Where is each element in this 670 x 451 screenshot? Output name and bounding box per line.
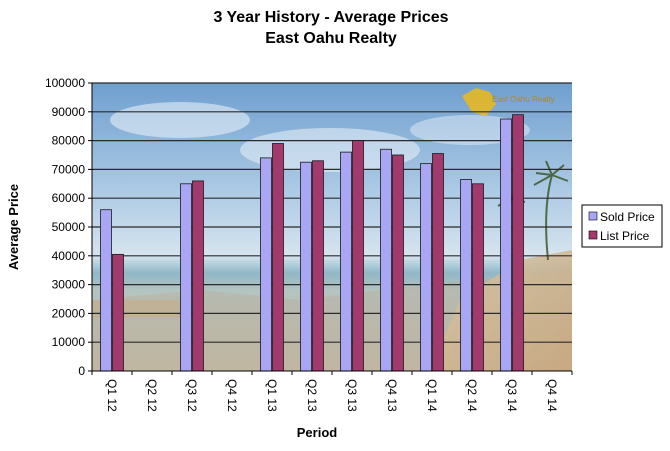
x-tick-label: Q1 13 [265,379,279,412]
bar-list-price [512,114,524,372]
bar-list-price [352,140,364,372]
bar-sold-price [340,151,352,372]
bar-sold-price [380,148,392,372]
x-tick-label: Q1 14 [425,379,439,412]
x-tick-label: Q3 14 [505,379,519,412]
bar-list-price [312,160,324,372]
bar-sold-price [300,161,312,372]
x-tick-label: Q3 12 [185,379,199,412]
legend-swatch-sold [588,211,598,221]
x-tick-label: Q2 14 [465,379,479,412]
x-axis-ticks: Q1 12 Q2 12 Q3 12 Q4 12 Q1 13 Q2 13 Q3 13 Q4 13… [91,371,573,412]
bar-list-price [392,154,404,372]
y-axis-ticks: 0 10000 20000 30000 40000 50000 60000 70000 8000… [45,76,85,378]
y-tick-label: 80000 [52,134,86,148]
y-tick-label: 10000 [52,335,86,349]
y-tick-label: 20000 [52,306,86,320]
x-tick-label: Q4 12 [225,379,239,412]
x-tick-label: Q2 13 [305,379,319,412]
x-tick-label: Q1 12 [105,379,119,412]
bar-sold-price [460,179,472,372]
x-tick-label: Q4 13 [385,379,399,412]
x-tick-label: Q3 13 [345,379,359,412]
x-tick-label: Q2 12 [145,379,159,412]
bar-list-price [472,183,484,372]
bar-list-price [432,153,444,372]
y-tick-label: 30000 [52,278,86,292]
y-tick-label: 90000 [52,105,86,119]
logo-text: East Oahu Realty [492,95,555,104]
bar-list-price [272,143,284,372]
y-tick-label: 0 [78,364,85,378]
y-axis-label: Average Price [6,184,21,270]
legend-swatch-list [588,230,598,240]
bars [100,114,524,372]
y-tick-label: 50000 [52,220,86,234]
bar-list-price [112,253,124,372]
bar-sold-price [500,118,512,372]
y-tick-label: 100000 [45,76,85,90]
y-gridlines [88,82,572,372]
chart-subtitle: East Oahu Realty [265,30,397,47]
y-tick-label: 70000 [52,162,86,176]
y-tick-label: 60000 [52,191,86,205]
bar-sold-price [260,157,272,372]
bar-list-price [192,180,204,372]
x-tick-label: Q4 14 [545,379,559,412]
legend: Sold Price List Price [581,204,663,248]
bar-sold-price [420,163,432,372]
logo: East Oahu Realty [462,88,555,116]
chart-title: 3 Year History - Average Prices [213,9,448,26]
x-axis-label: Period [297,425,338,440]
legend-label-list: List Price [600,229,650,243]
y-tick-label: 40000 [52,249,86,263]
legend-label-sold: Sold Price [600,210,655,224]
bar-sold-price [180,183,192,372]
bar-sold-price [100,209,112,372]
